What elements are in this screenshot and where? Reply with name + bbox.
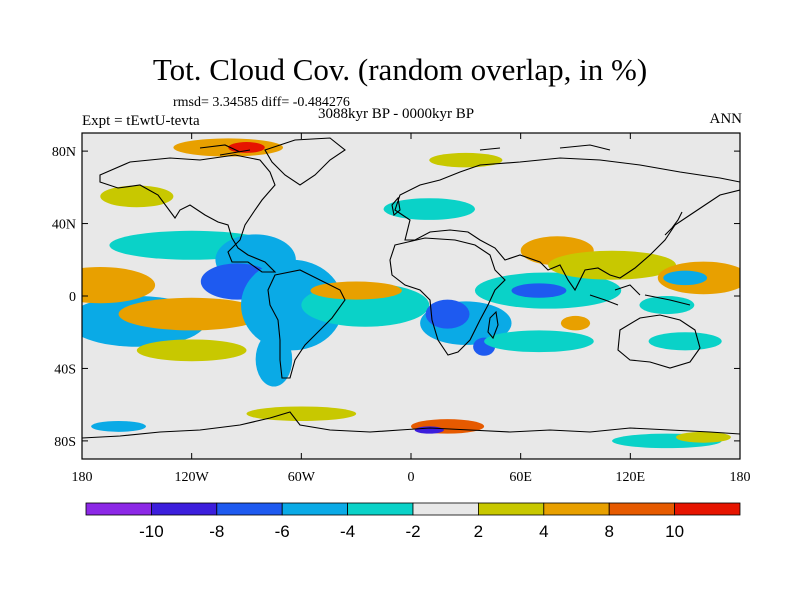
y-tick-label: 80N <box>52 145 76 160</box>
x-tick-label: 60E <box>509 470 532 485</box>
coast-antarctica <box>82 411 740 439</box>
anomaly-region-2 <box>118 297 265 331</box>
anomaly-region-29 <box>228 142 265 153</box>
coast-south-america <box>267 269 346 379</box>
anomaly-region-11 <box>310 281 402 300</box>
y-tick-label: 0 <box>69 290 76 305</box>
anomaly-region-8 <box>241 259 344 351</box>
colorbar-label: 10 <box>665 522 684 541</box>
anomaly-region-12 <box>136 339 247 362</box>
colorbar-swatch <box>85 502 152 516</box>
stats-label: rmsd= 3.34585 diff= -0.484276 <box>173 95 350 110</box>
anomaly-region-30 <box>429 152 503 168</box>
anomaly-region-36 <box>246 406 357 421</box>
map-axes: 180 120W 60W 0 60E 120E 180 80N 40N 0 40S 80S <box>52 133 751 485</box>
colorbar-swatch <box>347 502 414 516</box>
season-label: ANN <box>709 111 743 127</box>
coast-arctic-islands <box>199 144 611 156</box>
coast-japan <box>664 211 683 236</box>
colorbar-swatch <box>608 502 676 516</box>
colorbar-label: 8 <box>604 522 613 541</box>
figure-title: Tot. Cloud Cov. (random overlap, in %) <box>152 52 648 87</box>
colorbar-label: 4 <box>539 522 548 541</box>
coast-british-isles <box>391 196 401 217</box>
y-tick-label: 80S <box>54 435 76 450</box>
anomaly-region-27 <box>100 185 174 208</box>
anomaly-region-21 <box>663 270 708 286</box>
x-tick-label: 120W <box>175 470 210 485</box>
x-tick-label: 180 <box>730 470 751 485</box>
y-tick-label: 40S <box>54 362 76 377</box>
colorbar-swatch <box>281 502 349 516</box>
coast-australia <box>617 314 701 369</box>
x-tick-label: 0 <box>408 470 415 485</box>
anomaly-region-35 <box>676 431 731 443</box>
colorbar-label: -6 <box>275 522 290 541</box>
anomaly-region-9 <box>255 332 293 387</box>
coastlines <box>82 137 740 439</box>
coast-eurasia <box>394 157 740 292</box>
colorbar-swatch <box>477 502 545 516</box>
anomaly-region-23 <box>484 330 594 353</box>
colorbar-label: -8 <box>209 522 224 541</box>
coast-africa <box>389 237 506 356</box>
coast-madagascar <box>487 310 499 340</box>
anomaly-region-24 <box>648 332 722 351</box>
anomaly-region-32 <box>414 426 444 434</box>
anomaly-region-3 <box>82 267 156 304</box>
x-tick-label: 60W <box>288 470 316 485</box>
colorbar-label: 2 <box>474 522 483 541</box>
coast-greenland <box>264 137 346 186</box>
y-tick-label: 40N <box>52 218 76 233</box>
anomaly-region-26 <box>383 198 475 220</box>
x-tick-label: 120E <box>616 470 646 485</box>
colorbar-label: -10 <box>139 522 164 541</box>
colorbar-swatch <box>412 502 479 516</box>
coast-indonesia <box>589 284 691 306</box>
colorbar-swatch <box>150 502 218 516</box>
anomaly-region-17 <box>511 283 567 298</box>
anomaly-region-22 <box>639 296 695 315</box>
colorbar-swatch <box>216 502 283 516</box>
coast-north-america <box>99 154 277 273</box>
experiment-label: Expt = tEwtU-tevta <box>82 113 200 129</box>
anomaly-region-14 <box>425 299 470 329</box>
anomaly-region-25 <box>560 315 591 331</box>
period-label: 3088kyr BP - 0000kyr BP <box>318 106 475 122</box>
colorbar-swatch <box>543 502 610 516</box>
anomaly-region-19 <box>548 250 677 280</box>
colorbar-label: -2 <box>405 522 420 541</box>
colorbar-label: -4 <box>340 522 355 541</box>
x-tick-label: 180 <box>72 470 93 485</box>
colorbar-swatch <box>674 502 741 516</box>
anomaly-region-33 <box>91 420 146 432</box>
colorbar: -10 -8 -6 -4 -2 2 4 8 10 <box>85 502 741 541</box>
